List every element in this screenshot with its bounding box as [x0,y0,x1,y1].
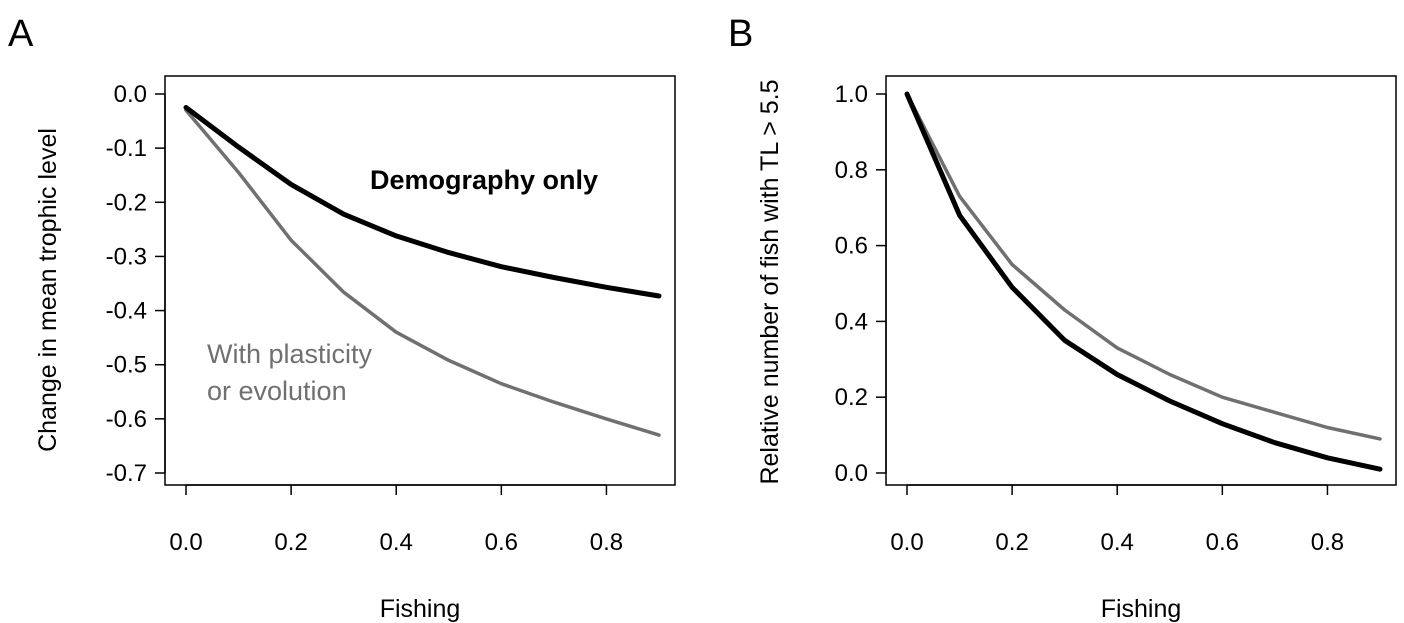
x-tick-label: 0.6 [485,529,518,556]
y-axis-b: 0.0 0.2 0.4 0.6 0.8 1.0 [835,81,887,487]
y-tick-label: 0.2 [835,384,868,411]
annotation-with-plasticity: With plasticity [207,339,373,369]
y-tick-label: -0.6 [106,406,147,433]
x-tick-label: 0.2 [995,529,1028,556]
x-tick-label: 0.4 [1101,529,1134,556]
panel-letter-a: A [8,13,34,55]
y-tick-label: -0.1 [106,135,147,162]
series-group-a [183,105,662,437]
panel-letter-b: B [728,13,753,55]
series-group-b [904,91,1383,472]
x-axis-label-a: Fishing [380,595,461,623]
panel-a: A 0.0 -0.1 -0.2 -0.3 -0.4 -0.5 -0.6 -0.7 0.0 0.2… [8,13,676,623]
panel-b: B 0.0 0.2 0.4 0.6 0.8 1.0 0.0 0.2 0.4 0.6 0.8 Fis… [728,13,1397,623]
y-tick-label: 0.0 [114,81,147,108]
y-tick-label: 0.0 [835,460,868,487]
plot-frame-a [164,75,676,486]
x-tick-label: 0.8 [1311,529,1344,556]
y-tick-label: -0.3 [106,243,147,270]
x-tick-label: 0.8 [590,529,623,556]
y-tick-label: -0.2 [106,189,147,216]
y-tick-label: -0.7 [106,460,147,487]
x-tick-label: 0.4 [380,529,413,556]
y-axis-label-a: Change in mean trophic level [34,128,62,452]
y-tick-label: -0.4 [106,298,147,325]
annotation-demography-only: Demography only [370,165,598,195]
y-tick-label: 0.8 [835,157,868,184]
series-line-grey [184,108,661,437]
x-tick-label: 0.0 [169,529,202,556]
x-axis-b: 0.0 0.2 0.4 0.6 0.8 [890,484,1344,556]
series-line-black [904,91,1383,472]
y-tick-label: 1.0 [835,81,868,108]
x-tick-label: 0.0 [890,529,923,556]
x-axis-a: 0.0 0.2 0.4 0.6 0.8 [169,484,623,556]
annotation-or-evolution: or evolution [207,376,347,406]
x-tick-label: 0.2 [274,529,307,556]
y-tick-label: 0.6 [835,233,868,260]
y-tick-label: -0.5 [106,352,147,379]
y-axis-a: 0.0 -0.1 -0.2 -0.3 -0.4 -0.5 -0.6 -0.7 [106,81,166,487]
x-tick-label: 0.6 [1206,529,1239,556]
series-line-grey [905,92,1382,441]
series-line-black [183,105,662,299]
x-axis-label-b: Fishing [1101,595,1182,623]
y-axis-label-b: Relative number of fish with TL > 5.5 [756,79,784,484]
y-tick-label: 0.4 [835,308,868,335]
